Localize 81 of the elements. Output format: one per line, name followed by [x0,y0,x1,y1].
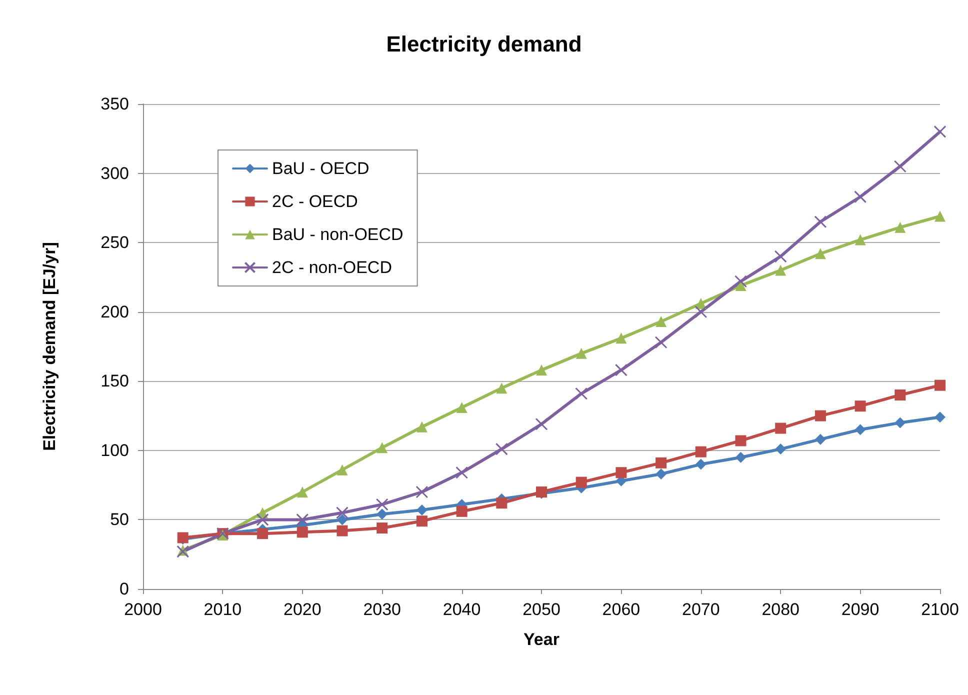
x-tick-label: 2100 [921,600,959,619]
point [336,514,348,526]
point [495,442,508,456]
point [656,316,667,328]
point [416,486,428,498]
x-tick-label: 2020 [283,600,322,619]
point [256,513,269,526]
point [456,402,468,413]
x-tick-label: 2050 [522,600,560,619]
legend-label: 2C - OECD [272,192,358,211]
point [376,522,388,534]
point [854,424,866,436]
point [616,332,627,344]
point [336,525,348,536]
point [376,442,388,454]
y-tick-label: 100 [100,440,129,460]
x-axis-title: Year [524,630,560,649]
y-tick-label: 0 [120,580,129,598]
point [656,468,667,480]
point [536,364,547,376]
point [934,210,946,222]
point [775,264,786,276]
x-tick-label: 2010 [204,600,242,619]
point [854,400,866,412]
y-tick-label: 300 [100,164,129,183]
x-tick-label: 2090 [841,600,880,619]
point [296,486,308,498]
point [695,446,706,458]
x-tick-label: 2070 [682,600,720,619]
point [735,452,746,463]
y-tick-label: 50 [110,510,129,530]
point [336,506,348,520]
point [336,464,348,476]
x-tick-label: 2040 [442,600,481,619]
point [535,418,548,430]
point [934,125,946,138]
point [814,434,826,445]
point [496,382,508,394]
point [296,513,309,526]
point [416,504,428,516]
y-tick-label: 150 [100,372,129,391]
point [257,528,268,540]
point [775,444,786,455]
y-tick-label: 250 [100,233,129,252]
point [416,516,428,527]
point [734,275,747,288]
point [496,498,508,509]
y-tick-label: 200 [100,302,129,322]
y-axis-title: Electricity demand [EJ/yr] [40,242,59,451]
point [735,435,746,446]
point [656,457,667,468]
point [894,390,906,400]
point [695,458,706,470]
point [814,410,826,422]
legend-label: 2C - non-OECD [272,258,392,277]
point [376,498,388,511]
point [456,506,468,517]
point [934,412,946,423]
legend-label: BaU - OECD [272,159,370,178]
point [775,422,786,434]
x-tick-label: 2060 [602,600,640,619]
legend-label: BaU - non-OECD [272,225,404,244]
point [814,248,826,260]
x-tick-label: 2000 [124,600,162,619]
point [416,421,428,432]
point [296,526,308,538]
y-tick-label: 350 [100,94,129,114]
point [894,222,906,233]
point [576,348,587,359]
point [575,387,588,400]
x-tick-label: 2030 [363,600,402,619]
x-tick-label: 2080 [762,600,800,619]
point [376,508,388,520]
point [614,364,628,376]
chart-title: Electricity demand [386,32,582,56]
point [854,234,866,246]
point [616,467,627,478]
point [576,476,587,488]
point [456,466,468,479]
point [934,380,946,391]
point [894,417,906,428]
